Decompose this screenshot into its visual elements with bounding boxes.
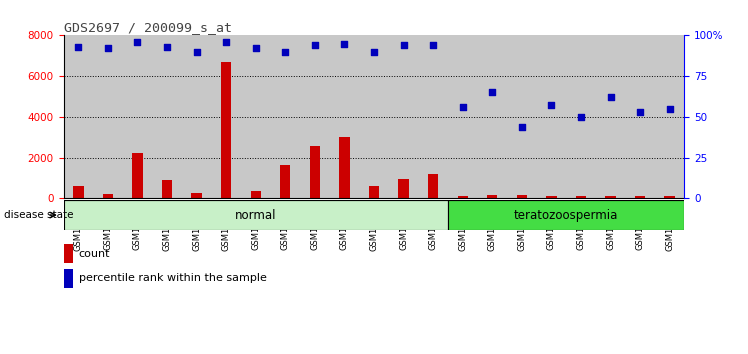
Bar (487, 195, 497, 198)
Bar (102, 194, 113, 198)
Point (486, 90, 498, 95)
Bar (369, 186, 379, 198)
Text: count: count (79, 249, 110, 259)
Bar (280, 165, 290, 198)
Bar (507, 35, 536, 198)
Point (398, 42, 410, 48)
Text: disease state: disease state (4, 210, 73, 220)
Bar (428, 174, 438, 198)
Text: GDS2697 / 200099_s_at: GDS2697 / 200099_s_at (64, 21, 232, 34)
Bar (330, 35, 359, 198)
Bar (123, 35, 153, 198)
Bar (359, 35, 389, 198)
Bar (182, 35, 212, 198)
Bar (576, 196, 586, 198)
Bar (340, 137, 349, 198)
Point (457, 104, 469, 110)
Point (250, 46, 262, 51)
Point (516, 124, 528, 130)
Bar (418, 35, 448, 198)
Bar (605, 196, 616, 198)
Bar (664, 196, 675, 198)
Bar (153, 35, 182, 198)
Point (132, 39, 144, 45)
Bar (73, 186, 84, 198)
Point (161, 44, 173, 50)
Point (604, 95, 616, 100)
Bar (448, 200, 684, 230)
Bar (458, 196, 468, 198)
Bar (517, 195, 527, 198)
Bar (94, 35, 123, 198)
Point (191, 49, 203, 55)
Bar (399, 179, 408, 198)
Bar (64, 244, 73, 263)
Bar (162, 180, 172, 198)
Point (102, 46, 114, 51)
Bar (546, 196, 557, 198)
Bar (212, 35, 241, 198)
Bar (595, 35, 625, 198)
Bar (221, 62, 231, 198)
Bar (566, 35, 595, 198)
Text: percentile rank within the sample: percentile rank within the sample (79, 273, 266, 284)
Bar (635, 196, 646, 198)
Bar (251, 191, 261, 198)
Bar (310, 146, 320, 198)
Bar (536, 35, 566, 198)
Point (368, 49, 380, 55)
Bar (191, 193, 202, 198)
Text: normal: normal (235, 209, 277, 222)
Point (545, 103, 557, 108)
Bar (477, 35, 507, 198)
Point (663, 106, 675, 112)
Point (73, 44, 85, 50)
Bar (241, 35, 271, 198)
Point (575, 114, 587, 120)
Bar (448, 35, 477, 198)
Bar (271, 35, 300, 198)
Point (338, 41, 350, 46)
Text: teratozoospermia: teratozoospermia (514, 209, 619, 222)
Bar (625, 35, 654, 198)
Point (220, 39, 232, 45)
Bar (132, 154, 143, 198)
Bar (64, 200, 448, 230)
Point (427, 42, 439, 48)
Bar (300, 35, 330, 198)
Point (279, 49, 291, 55)
Bar (654, 35, 684, 198)
Point (634, 109, 646, 115)
Point (309, 42, 321, 48)
Bar (64, 269, 73, 288)
Bar (64, 35, 94, 198)
Bar (389, 35, 418, 198)
